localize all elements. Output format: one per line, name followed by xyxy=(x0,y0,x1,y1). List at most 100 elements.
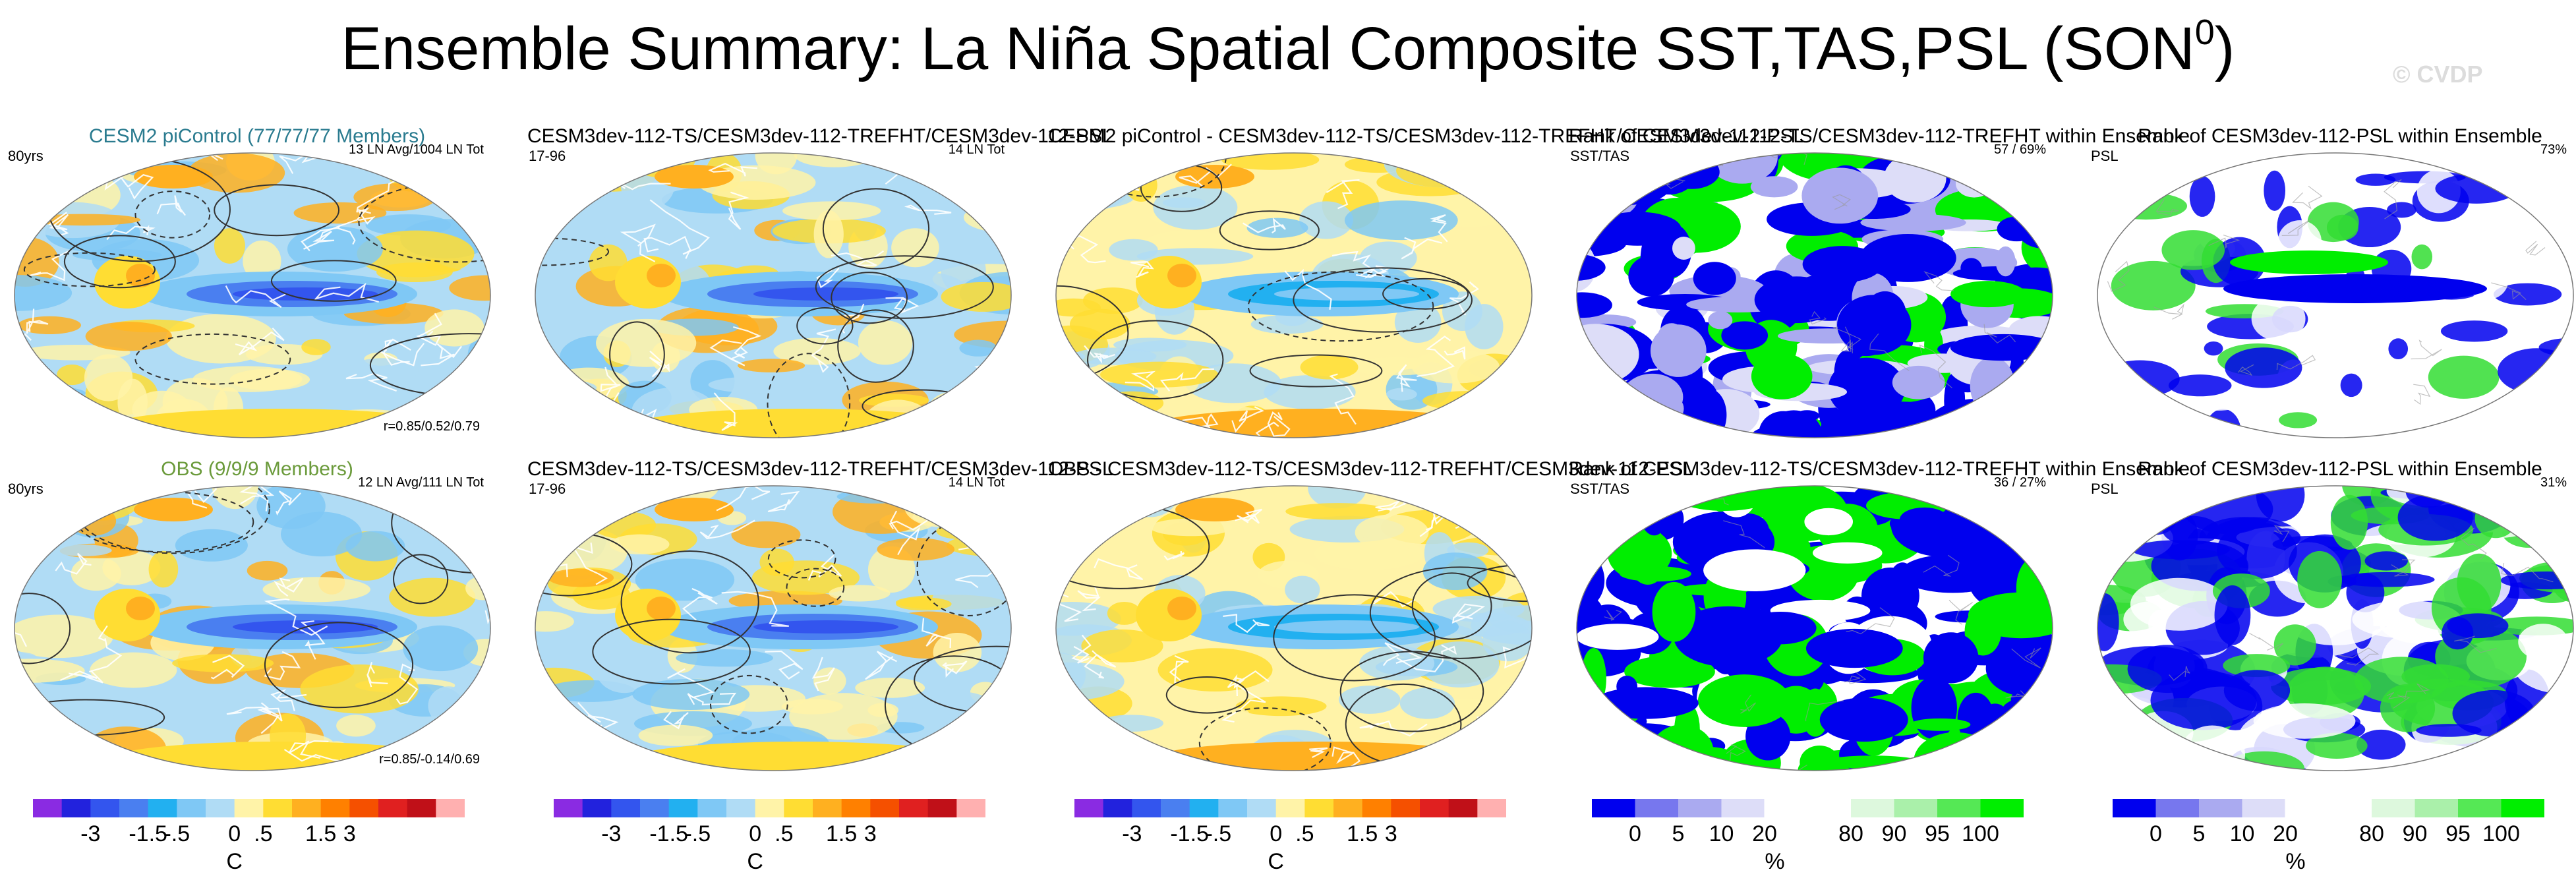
colorbar-swatch xyxy=(1894,799,1938,817)
colorbar-tick-label: 95 xyxy=(2445,821,2471,846)
map-border xyxy=(535,485,1012,771)
robinson-map xyxy=(1055,152,1533,438)
figure-title: Ensemble Summary: La Niña Spatial Compos… xyxy=(0,13,2576,84)
robinson-map xyxy=(1576,485,2053,771)
colorbar-swatch xyxy=(813,799,842,817)
panel-right-label: 13 LN Avg/1004 LN Tot xyxy=(349,142,484,157)
panel-right-label: 12 LN Avg/111 LN Tot xyxy=(358,475,484,490)
colorbar-swatch xyxy=(1937,799,1981,817)
colorbar-tick-label: 80 xyxy=(2359,821,2384,846)
colorbar-swatch xyxy=(1189,799,1219,817)
pattern-correlation: r=0.85/0.52/0.79 xyxy=(383,419,480,434)
panel-right-label: 14 LN Tot xyxy=(948,475,1005,490)
colorbar-swatch xyxy=(554,799,583,817)
robinson-map xyxy=(14,152,491,438)
colorbar-swatch xyxy=(1247,799,1277,817)
pattern-correlation: r=0.85/-0.14/0.69 xyxy=(379,752,480,767)
colorbar-swatch xyxy=(1764,799,1809,817)
colorbar-swatch xyxy=(2415,799,2459,817)
colorbar-swatch xyxy=(956,799,985,817)
colorbar-tick-label: 1.5 xyxy=(826,821,858,846)
colorbar-swatch xyxy=(899,799,929,817)
colorbar-swatch xyxy=(33,799,63,817)
colorbar-swatch xyxy=(2199,799,2242,817)
colorbar-tick-label: 100 xyxy=(1962,821,1999,846)
panel-title: OBS (9/9/9 Members) xyxy=(161,458,353,480)
map-field xyxy=(15,153,490,438)
colorbar-tick-label: 80 xyxy=(1838,821,1863,846)
colorbar-swatch xyxy=(2458,799,2502,817)
map-panel-r1-c5: Rank of CESM3dev-112-PSL within Ensemble… xyxy=(2090,125,2576,494)
panel-title: CESM2 piControl - CESM3dev-112-TS/CESM3d… xyxy=(1048,125,1805,147)
colorbar-tick-label: 0 xyxy=(2150,821,2162,846)
title-close: ) xyxy=(2214,15,2235,82)
colorbar-swatch xyxy=(1362,799,1391,817)
colorbar-swatch xyxy=(640,799,670,817)
colorbar-swatch xyxy=(1103,799,1132,817)
colorbar-unit: C xyxy=(226,849,243,874)
colorbar-swatch xyxy=(234,799,264,817)
colorbar-swatch xyxy=(1807,799,1852,817)
robinson-map xyxy=(535,485,1012,771)
colorbar-swatch xyxy=(1635,799,1679,817)
colorbar-swatch xyxy=(726,799,756,817)
colorbar-swatch xyxy=(349,799,379,817)
panel-title: Rank of CESM3dev-112-TS/CESM3dev-112-TRE… xyxy=(1569,125,2190,147)
colorbar-swatch xyxy=(2328,799,2372,817)
colorbar-swatch xyxy=(611,799,641,817)
colorbar-swatch xyxy=(1218,799,1248,817)
colorbar-swatch xyxy=(378,799,408,817)
panel-left-label: 17-96 xyxy=(529,481,566,497)
title-superscript: 0 xyxy=(2194,13,2215,52)
colorbar-tick-label: 5 xyxy=(2192,821,2206,846)
colorbar-tick-label: .5 xyxy=(1295,821,1314,846)
map-panel-r2-c2: CESM3dev-112-TS/CESM3dev-112-TREFHT/CESM… xyxy=(527,458,1113,827)
map-border xyxy=(1576,485,2053,771)
colorbar-swatch xyxy=(1304,799,1334,817)
map-field xyxy=(1056,153,1532,438)
panel-right-label: 36 / 27% xyxy=(1994,475,2046,490)
colorbar-swatch xyxy=(1333,799,1363,817)
panel-title: Rank of CESM3dev-112-PSL within Ensemble xyxy=(2138,458,2542,480)
colorbar-swatch xyxy=(61,799,91,817)
colorbar-swatch xyxy=(2285,799,2329,817)
colorbar-unit: % xyxy=(1765,849,1785,874)
robinson-map xyxy=(1055,485,1533,771)
map-panel-r1-c2: CESM3dev-112-TS/CESM3dev-112-TREFHT/CESM… xyxy=(527,125,1113,494)
panel-title: OBS - CESM3dev-112-TS/CESM3dev-112-TREFH… xyxy=(1048,458,1693,480)
colorbar-tick-label: 0 xyxy=(228,821,241,846)
map-panel-r1-c1: CESM2 piControl (77/77/77 Members) 80yrs 1… xyxy=(7,125,508,494)
panel-right-label: 14 LN Tot xyxy=(948,142,1005,157)
colorbar-swatch xyxy=(668,799,698,817)
colorbar-tick-label: .5 xyxy=(254,821,273,846)
colorbar-unit: C xyxy=(1268,849,1284,874)
colorbar-tick-label: 0 xyxy=(749,821,762,846)
panel-title: CESM2 piControl (77/77/77 Members) xyxy=(88,125,426,147)
map-panel-r2-c3: OBS - CESM3dev-112-TS/CESM3dev-112-TREFH… xyxy=(1048,458,1693,827)
panel-left-label: SST/TAS xyxy=(1570,481,1630,497)
colorbar-tick-label: 95 xyxy=(1925,821,1950,846)
colorbar-1: -3 -1.5 -.5 0 .5 1.5 3 C xyxy=(33,799,481,874)
robinson-map xyxy=(1576,152,2053,438)
colorbar-swatch xyxy=(407,799,436,817)
colorbar-swatch xyxy=(2372,799,2415,817)
colorbar-swatch xyxy=(1275,799,1305,817)
colorbar-swatch xyxy=(870,799,900,817)
map-field xyxy=(535,486,1011,771)
colorbar-5: 0 5 10 20 80 90 95 100% xyxy=(2113,799,2561,874)
map-panel-r2-c5: Rank of CESM3dev-112-PSL within Ensemble… xyxy=(2090,458,2576,827)
colorbar-tick-label: 1.5 xyxy=(305,821,337,846)
colorbar-tick-label: 20 xyxy=(1752,821,1777,846)
panel-left-label: 80yrs xyxy=(8,481,44,497)
panel-right-label: 57 / 69% xyxy=(1994,142,2046,157)
panel-right-label: 31% xyxy=(2540,475,2567,490)
colorbar-swatch xyxy=(1980,799,2024,817)
colorbar-tick-label: -3 xyxy=(601,821,622,846)
colorbar-swatch xyxy=(119,799,149,817)
map-border xyxy=(1576,152,2053,438)
map-panel-r2-c1: OBS (9/9/9 Members) 80yrs 12 LN Avg/111 LN… xyxy=(7,458,508,827)
colorbar-tick-label: 90 xyxy=(2402,821,2428,846)
colorbar-swatch xyxy=(148,799,177,817)
colorbar-swatch xyxy=(1678,799,1722,817)
colorbar-swatch xyxy=(263,799,293,817)
